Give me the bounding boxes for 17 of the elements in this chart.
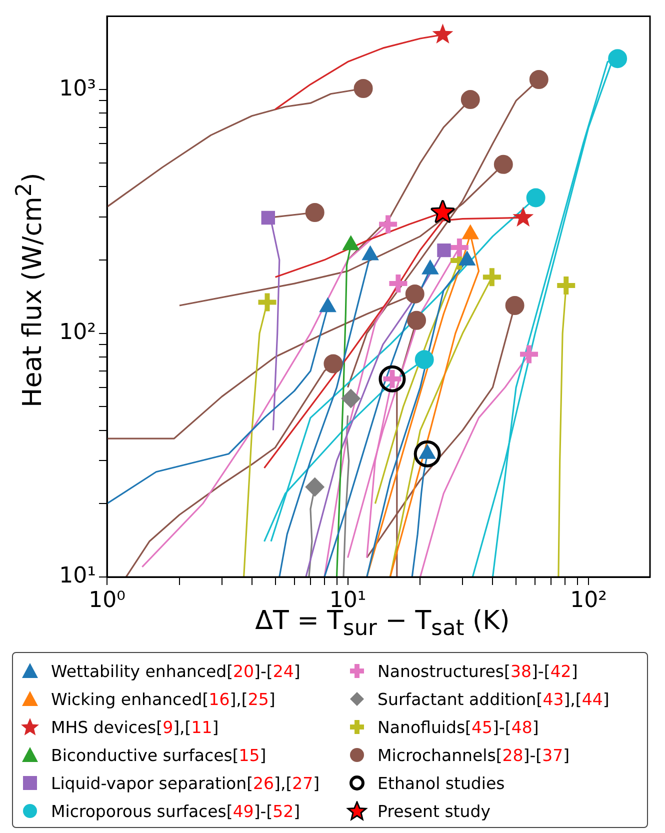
legend-label: Present study — [378, 802, 490, 820]
legend-label: MHS devices[9],[11] — [51, 718, 219, 736]
y-tick-label: 10² — [59, 320, 96, 345]
legend-label: Ethanol studies — [378, 774, 505, 792]
y-tick-label: 10¹ — [59, 564, 96, 589]
x-tick-label: 10⁰ — [88, 588, 126, 613]
y-tick-label: 10³ — [59, 76, 96, 102]
legend-label: Liquid-vapor separation[26],[27] — [51, 774, 320, 792]
legend-label: Biconductive surfaces[15] — [51, 746, 266, 764]
legend-label: Surfactant addition[43],[44] — [378, 690, 610, 708]
legend-label: Wicking enhanced[16],[25] — [51, 690, 276, 708]
legend-label: Wettability enhanced[20]-[24] — [51, 662, 300, 680]
legend-label: Nanofluids[45]-[48] — [378, 718, 539, 736]
legend-label: Microporous surfaces[49]-[52] — [51, 802, 300, 820]
legend-label: Nanostructures[38]-[42] — [378, 662, 578, 680]
legend-label: Microchannels[28]-[37] — [378, 746, 570, 764]
x-tick-label: 10² — [570, 588, 607, 613]
